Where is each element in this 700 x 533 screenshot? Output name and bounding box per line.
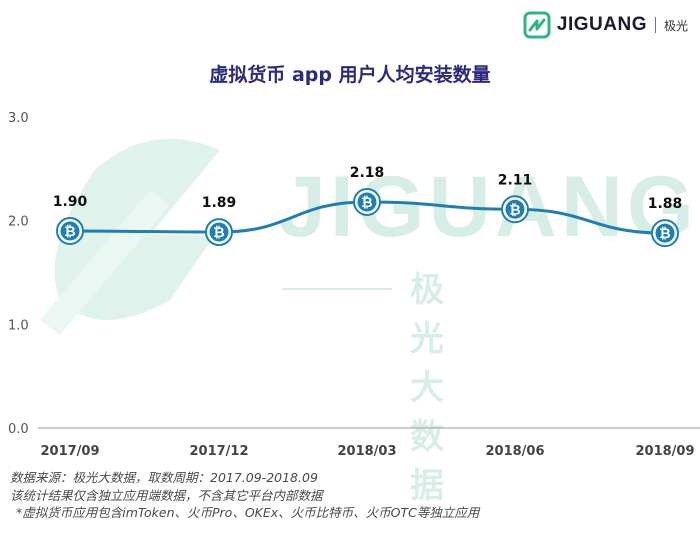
x-tick-label: 2017/12 xyxy=(189,444,248,459)
bitcoin-icon: ₿ xyxy=(651,219,679,248)
svg-text:₿: ₿ xyxy=(509,202,520,218)
x-tick-label: 2018/03 xyxy=(337,444,396,459)
data-label: 2.11 xyxy=(498,172,533,188)
footnote-scope: 该统计结果仅含独立应用端数据，不含其它平台内部数据 xyxy=(10,487,323,503)
brand-divider xyxy=(654,17,656,33)
jiguang-logo-icon xyxy=(523,11,551,39)
bitcoin-icon: ₿ xyxy=(353,188,381,217)
brand-cn-name: 极光 xyxy=(663,18,688,33)
x-tick-label: 2018/06 xyxy=(485,444,544,459)
footnote-apps: *虚拟货币应用包含imToken、火币Pro、OKEx、火币比特币、火币OTC等… xyxy=(16,505,480,520)
bitcoin-icon: ₿ xyxy=(205,218,233,247)
svg-text:₿: ₿ xyxy=(361,195,372,211)
footnote-source: 数据来源：极光大数据，取数周期：2017.09-2018.09 xyxy=(10,470,318,485)
svg-text:₿: ₿ xyxy=(659,226,670,242)
y-tick-label: 0.0 xyxy=(8,422,29,437)
x-tick-label: 2017/09 xyxy=(40,444,99,459)
x-tick-label: 2018/09 xyxy=(635,444,694,459)
data-points: ₿ 1.90 ₿ 1.89 ₿ 2.18 ₿ 2.11 ₿ 1.88 xyxy=(53,165,683,248)
bitcoin-icon: ₿ xyxy=(56,217,84,246)
data-label: 1.88 xyxy=(648,196,683,212)
svg-text:₿: ₿ xyxy=(213,225,224,241)
y-tick-label: 1.0 xyxy=(8,318,29,333)
y-axis-ticks: 0.0 1.0 2.0 3.0 xyxy=(8,111,29,437)
data-label: 1.90 xyxy=(53,194,88,210)
data-label: 1.89 xyxy=(202,195,237,211)
chart-title: 虚拟货币 app 用户人均安装数量 xyxy=(209,64,491,86)
brand-name: JIGUANG xyxy=(556,14,647,35)
y-tick-label: 3.0 xyxy=(8,111,29,126)
brand-logo: JIGUANG 极光 xyxy=(523,10,688,40)
svg-text:₿: ₿ xyxy=(64,224,75,240)
x-axis-ticks: 2017/09 2017/12 2018/03 2018/06 2018/09 xyxy=(40,444,694,459)
data-label: 2.18 xyxy=(350,165,385,181)
bitcoin-icon: ₿ xyxy=(501,195,529,224)
footnotes: 数据来源：极光大数据，取数周期：2017.09-2018.09 该统计结果仅含独… xyxy=(10,469,479,522)
y-tick-label: 2.0 xyxy=(8,215,29,230)
